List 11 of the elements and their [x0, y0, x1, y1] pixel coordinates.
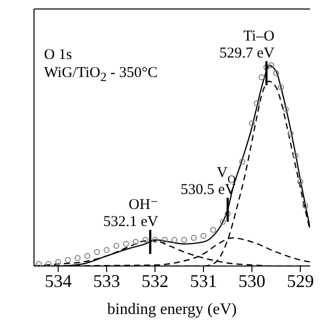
x-tick-label: 532	[142, 270, 169, 291]
x-tick-label: 533	[93, 270, 120, 291]
annotation: OH⁻ 532.1 eV	[103, 196, 158, 230]
x-tick-label: 531	[190, 270, 217, 291]
x-tick-label: 534	[44, 270, 72, 291]
annotation: Ti–O 529.7 eV	[219, 28, 275, 62]
x-tick-label: 529	[286, 270, 314, 291]
annotation: WiG/TiO$_{2}$ - 350°C	[44, 64, 158, 86]
x-axis-title: binding energy (eV)	[107, 301, 237, 318]
text: O 1s	[44, 46, 72, 64]
x-tick-label: 530	[238, 270, 266, 291]
